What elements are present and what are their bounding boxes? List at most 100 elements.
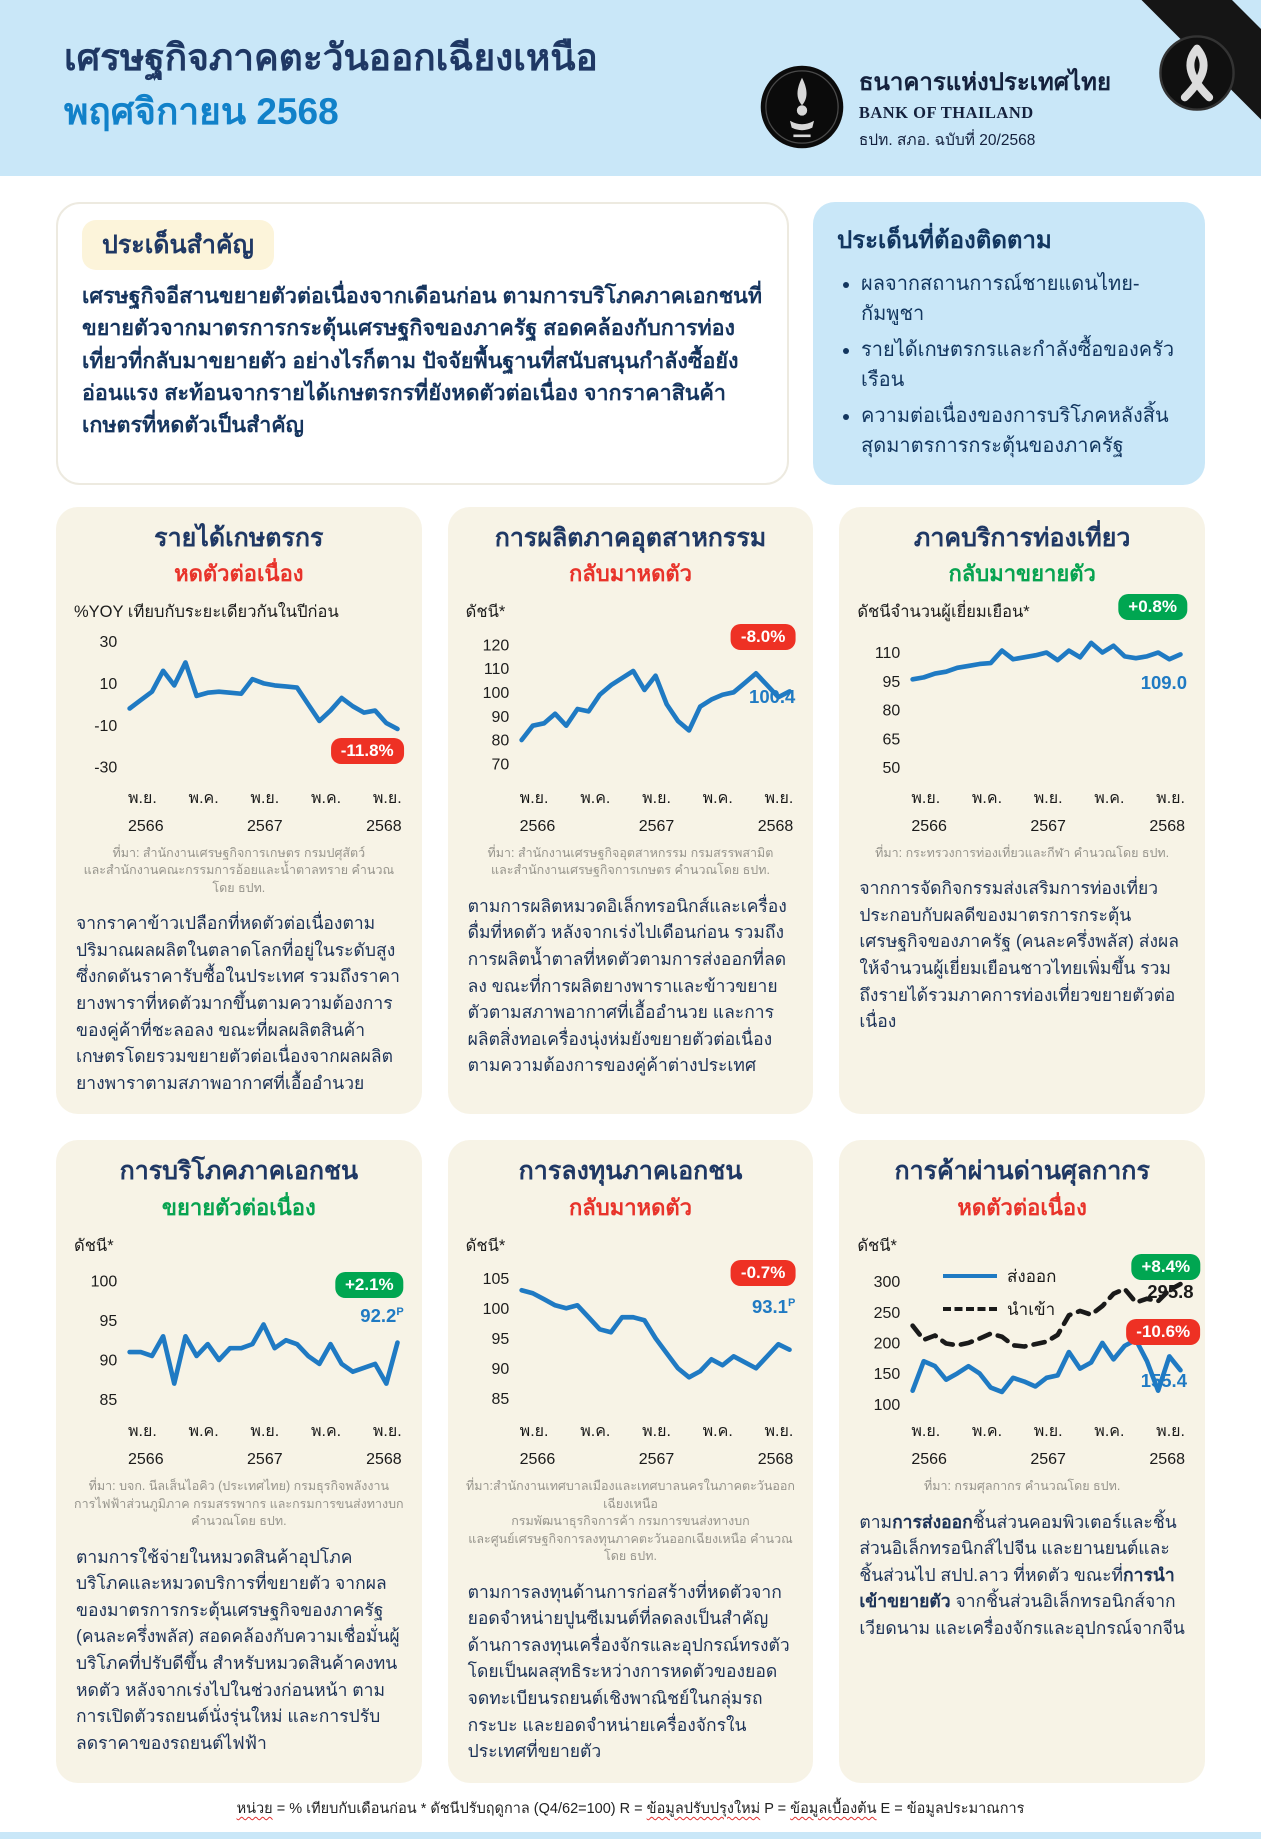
source-note: ที่มา: สำนักงานเศรษฐกิจอุตสาหกรรม กรมสรร… xyxy=(466,845,796,880)
legend-entry: นำเข้า xyxy=(943,1296,1056,1323)
chart-unit-label: ดัชนี* xyxy=(465,603,506,622)
x-year-label: 2566 xyxy=(128,1451,164,1469)
value-badge: -11.8% xyxy=(330,737,404,764)
x-year-label: 2566 xyxy=(128,817,164,835)
org-name-english: BANK OF THAILAND xyxy=(858,103,1034,122)
x-month-label: พ.ย. xyxy=(911,1423,941,1441)
x-axis-year-labels: 2566 2567 2568 xyxy=(857,1451,1187,1469)
x-month-label: พ.ย. xyxy=(372,789,402,807)
x-year-label: 2568 xyxy=(1149,817,1185,835)
text-segment: ข้อมูลปรับปรุงใหม่ xyxy=(646,1800,761,1817)
x-month-label: พ.ย. xyxy=(1156,1423,1185,1441)
x-month-label: พ.ค. xyxy=(702,789,733,807)
page-subtitle-month: พฤศจิกายน 2568 xyxy=(64,91,339,133)
x-axis-month-labels: พ.ย. พ.ค. พ.ย. พ.ค. พ.ย. xyxy=(74,1419,404,1444)
source-line: กรมพัฒนาธุรกิจการค้า กรมการขนส่งทางบก xyxy=(511,1514,750,1529)
source-line: และสำนักงานคณะกรรมการอ้อยและน้ำตาลทราย ค… xyxy=(83,863,395,895)
svg-text:110: 110 xyxy=(483,661,509,678)
indicator-panel: การลงทุนภาคเอกชน กลับมาหดตัว ดัชนี* 105 1… xyxy=(447,1140,814,1783)
org-name-thai: ธนาคารแห่งประเทศไทย xyxy=(858,69,1111,96)
x-month-label: พ.ย. xyxy=(764,1423,794,1441)
indicator-panel: รายได้เกษตรกร หดตัวต่อเนื่อง %YOY เทียบก… xyxy=(56,507,422,1115)
panel-trend-subtitle: หดตัวต่อเนื่อง xyxy=(957,1194,1087,1220)
paragraph-segment: จากการจัดกิจกรรมส่งเสริมการท่องเที่ยว ปร… xyxy=(859,878,1179,1032)
svg-text:100: 100 xyxy=(91,1273,118,1290)
footer-banner: อัตราเงินเฟ้อทั่วไป ติดลบน้อยลง ตามราคาอ… xyxy=(0,1831,1261,1839)
svg-text:150: 150 xyxy=(874,1366,901,1383)
line-chart: 30 10 -10 -30 -11.8% xyxy=(74,627,404,782)
x-year-label: 2566 xyxy=(911,1451,947,1469)
x-month-label: พ.ย. xyxy=(519,789,549,807)
svg-text:200: 200 xyxy=(874,1335,901,1352)
svg-text:70: 70 xyxy=(491,757,509,774)
source-note: ที่มา: กระทรวงการท่องเที่ยวและกีฬา คำนวณ… xyxy=(857,845,1187,863)
header-titles: เศรษฐกิจภาคตะวันออกเฉียงเหนือ พฤศจิกายน … xyxy=(64,34,729,176)
source-line: การไฟฟ้าส่วนภูมิภาค กรมสรรพากร และกรมการ… xyxy=(74,1496,404,1529)
x-month-label: พ.ย. xyxy=(372,1423,402,1441)
svg-text:95: 95 xyxy=(491,1331,509,1348)
x-month-label: พ.ย. xyxy=(128,789,157,807)
x-year-label: 2568 xyxy=(1149,1451,1185,1469)
series-end-value: 100.4 xyxy=(749,685,796,707)
x-month-label: พ.ค. xyxy=(580,789,611,807)
watch-list: ผลจากสถานการณ์ชายแดนไทย-กัมพูชา รายได้เก… xyxy=(837,269,1181,461)
panel-title: การค้าผ่านด่านศุลกากร xyxy=(894,1157,1150,1186)
line-chart: 110 95 80 65 50 +0.8% 109.0 xyxy=(857,594,1187,782)
x-year-label: 2567 xyxy=(247,817,283,835)
source-line: และศูนย์เศรษฐกิจการลงทุนภาคตะวันออกเฉียง… xyxy=(468,1531,793,1564)
text-segment: ข้อมูลเบื้องต้น xyxy=(790,1800,877,1817)
key-points-box: ประเด็นสำคัญ เศรษฐกิจอีสานขยายตัวต่อเนื่… xyxy=(56,202,789,485)
indicator-panel: การค้าผ่านด่านศุลกากร หดตัวต่อเนื่อง ดัช… xyxy=(839,1140,1205,1783)
paragraph-segment: การส่งออก xyxy=(892,1511,973,1532)
source-note: ที่มา: สำนักงานเศรษฐกิจการเกษตร กรมปศุสั… xyxy=(74,845,404,898)
line-chart: 105 100 95 90 85 -0.7% 93.1P xyxy=(466,1260,796,1416)
x-month-label: พ.ย. xyxy=(642,789,671,807)
chart-canvas: 110 95 80 65 50 xyxy=(875,640,1184,777)
source-note: ที่มา: กรมศุลกากร คำนวณโดย ธปท. xyxy=(857,1478,1187,1496)
svg-text:110: 110 xyxy=(875,645,901,662)
x-year-label: 2567 xyxy=(1030,1451,1066,1469)
x-month-label: พ.ย. xyxy=(1156,789,1185,807)
indicator-panel: ภาคบริการท่องเที่ยว กลับมาขยายตัว ดัชนีจ… xyxy=(839,507,1205,1115)
key-points-label: ประเด็นสำคัญ xyxy=(82,220,274,270)
source-line: ที่มา: สำนักงานเศรษฐกิจอุตสาหกรรม กรมสรร… xyxy=(487,845,774,860)
x-month-label: พ.ค. xyxy=(188,1423,219,1441)
x-month-label: พ.ย. xyxy=(1033,1423,1063,1441)
x-year-label: 2568 xyxy=(757,817,794,835)
svg-text:100: 100 xyxy=(874,1397,901,1414)
x-axis-year-labels: 2566 2567 2568 xyxy=(466,818,796,836)
x-month-label: พ.ค. xyxy=(580,1423,611,1441)
svg-text:80: 80 xyxy=(491,733,509,750)
source-line: ที่มา: กรมศุลกากร คำนวณโดย ธปท. xyxy=(923,1479,1121,1494)
x-axis-month-labels: พ.ย. พ.ค. พ.ย. พ.ค. พ.ย. xyxy=(466,786,796,811)
svg-text:90: 90 xyxy=(491,709,509,726)
line-chart: 120 110 100 90 80 70 -8.0% 100.4 xyxy=(466,623,796,782)
value-badge: +0.8% xyxy=(1118,594,1187,621)
x-axis-month-labels: พ.ย. พ.ค. พ.ย. พ.ค. พ.ย. xyxy=(857,786,1187,811)
svg-text:100: 100 xyxy=(482,1301,509,1318)
svg-text:-10: -10 xyxy=(94,718,117,735)
line-chart: 300 250 200 150 100 +8.4% -10.6% 295.8 155.4 ส่ง… xyxy=(857,1253,1201,1416)
chart-unit-label: ดัชนี* xyxy=(857,1236,897,1255)
legend-line-sample xyxy=(943,1274,998,1279)
svg-text:100: 100 xyxy=(482,685,509,702)
panel-trend-subtitle: หดตัวต่อเนื่อง xyxy=(174,561,304,587)
panel-title: การลงทุนภาคเอกชน xyxy=(518,1157,743,1186)
source-line: ที่มา: สำนักงานเศรษฐกิจการเกษตร กรมปศุสั… xyxy=(112,845,366,860)
panel-paragraph: จากการจัดกิจกรรมส่งเสริมการท่องเที่ยว ปร… xyxy=(859,875,1185,1035)
paragraph-segment: ตามการลงทุนด้านการก่อสร้างที่หดตัวจากยอด… xyxy=(467,1581,790,1762)
panel-paragraph: ตามการส่งออกชิ้นส่วนคอมพิวเตอร์และชิ้นส่… xyxy=(859,1509,1185,1642)
x-month-label: พ.ค. xyxy=(188,789,219,807)
svg-text:250: 250 xyxy=(874,1305,901,1322)
paragraph-segment: ตาม xyxy=(859,1511,893,1532)
paragraph-segment: ตามการใช้จ่ายในหมวดสินค้าอุปโภคบริโภคและ… xyxy=(76,1546,400,1753)
x-year-label: 2568 xyxy=(366,817,402,835)
svg-text:65: 65 xyxy=(883,732,901,749)
bot-emblem-icon xyxy=(760,65,844,149)
svg-text:300: 300 xyxy=(874,1274,901,1291)
panel-paragraph: ตามการลงทุนด้านการก่อสร้างที่หดตัวจากยอด… xyxy=(468,1579,794,1765)
line-chart: 100 95 90 85 +2.1% 92.2P xyxy=(74,1261,404,1416)
series-end-value: 109.0 xyxy=(1140,671,1187,693)
x-month-label: พ.ย. xyxy=(250,789,280,807)
x-year-label: 2566 xyxy=(519,817,556,835)
